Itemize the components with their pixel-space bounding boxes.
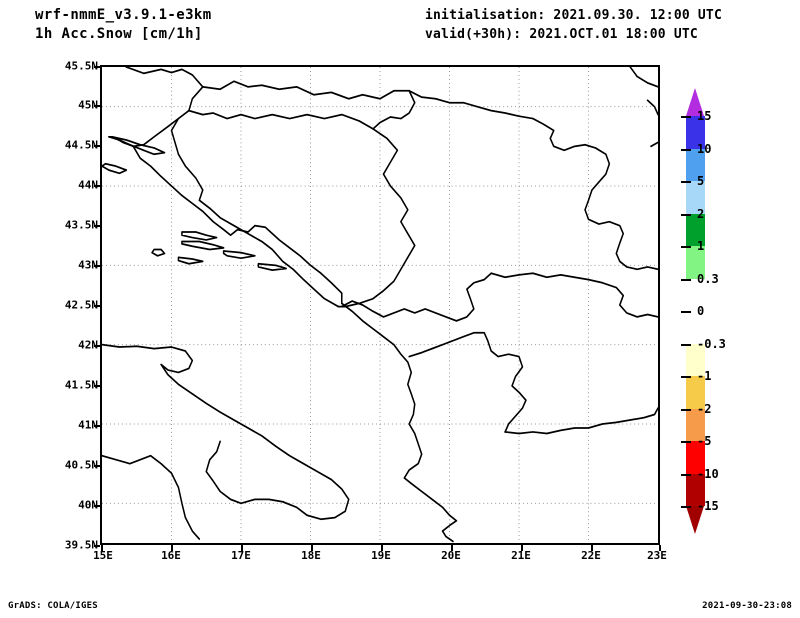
x-tick-label: 20E: [441, 549, 461, 562]
y-tick-label: 45.5N: [64, 59, 98, 73]
colorbar-tick-label: -1: [697, 369, 712, 383]
colorbar[interactable]: [686, 116, 705, 506]
colorbar-tick-label: -2: [697, 401, 712, 416]
colorbar-tick-label: 0: [697, 304, 705, 318]
colorbar-tick: [681, 213, 691, 216]
colorbar-band: [686, 116, 705, 149]
x-tick-label: 15E: [93, 549, 113, 562]
colorbar-tick-label: 2: [697, 206, 705, 221]
grads-credit: GrADS: COLA/IGES: [8, 601, 98, 611]
colorbar-band: [686, 213, 705, 246]
header-left-block: wrf-nmmE_v3.9.1-e3km 1h Acc.Snow [cm/1h]: [35, 6, 212, 44]
x-tick-label: 22E: [581, 549, 601, 562]
y-tick-label: 41N: [78, 418, 98, 432]
colorbar-band: [686, 343, 705, 376]
y-tick-label: 40N: [78, 498, 98, 512]
colorbar-tick: [681, 441, 691, 443]
colorbar-tick: [681, 311, 691, 313]
geography-paths: [102, 67, 658, 543]
colorbar-tick-label: -10: [697, 466, 719, 481]
map-coastlines-and-borders: [102, 67, 658, 543]
colorbar-tick-label: -5: [697, 434, 712, 448]
y-tick-label: 44N: [78, 178, 98, 192]
colorbar-tick: [681, 278, 691, 281]
colorbar-tick: [681, 181, 691, 183]
colorbar-tick: [681, 408, 691, 411]
colorbar-tick: [681, 473, 691, 476]
colorbar-tick-label: -0.3: [697, 336, 726, 351]
valid-time: valid(+30h): 2021.OCT.01 18:00 UTC: [425, 27, 698, 42]
colorbar-band: [686, 376, 705, 409]
colorbar-band: [686, 311, 705, 344]
x-tick-label: 21E: [511, 549, 531, 562]
colorbar-tick: [681, 343, 691, 346]
x-tick-label: 17E: [231, 549, 251, 562]
colorbar-band: [686, 408, 705, 441]
colorbar-tick-label: 5: [697, 174, 705, 188]
colorbar-tick: [681, 376, 691, 378]
y-tick-label: 44.5N: [64, 138, 98, 152]
field-label: 1h Acc.Snow [cm/1h]: [35, 26, 203, 42]
y-tick-label: 40.5N: [64, 458, 98, 472]
header-right-block: initialisation: 2021.09.30. 12:00 UTC va…: [425, 6, 722, 44]
y-tick-label: 45N: [78, 98, 98, 112]
colorbar-band: [686, 278, 705, 311]
colorbar-tick-label: -15: [697, 499, 719, 513]
colorbar-arrow-low: [686, 506, 704, 534]
map-plot-area[interactable]: [100, 65, 660, 545]
render-timestamp: 2021-09-30-23:08: [702, 601, 792, 611]
colorbar-tick-label: 0.3: [697, 271, 719, 286]
x-tick-label: 23E: [647, 549, 667, 562]
colorbar-tick: [681, 116, 691, 118]
x-tick-label: 19E: [371, 549, 391, 562]
colorbar-band: [686, 181, 705, 214]
x-tick-label: 18E: [301, 549, 321, 562]
colorbar-tick: [681, 148, 691, 151]
colorbar-tick-label: 10: [697, 141, 712, 156]
y-tick-label: 41.5N: [64, 378, 98, 392]
model-name: wrf-nmmE_v3.9.1-e3km: [35, 7, 212, 23]
colorbar-tick: [681, 246, 691, 248]
colorbar-tick-label: 1: [697, 239, 705, 253]
colorbar-band: [686, 148, 705, 181]
initialisation-time: initialisation: 2021.09.30. 12:00 UTC: [425, 8, 722, 23]
y-tick-label: 42N: [78, 338, 98, 352]
colorbar-tick: [681, 506, 691, 508]
y-tick-label: 43.5N: [64, 218, 98, 232]
colorbar-tick-label: 15: [697, 109, 712, 123]
y-tick-label: 39.5N: [64, 538, 98, 552]
y-tick-label: 42.5N: [64, 298, 98, 312]
colorbar-arrow-high: [686, 88, 704, 116]
colorbar-band: [686, 473, 705, 506]
y-tick-label: 43N: [78, 258, 98, 272]
colorbar-band: [686, 246, 705, 279]
colorbar-band: [686, 441, 705, 474]
x-tick-label: 16E: [161, 549, 181, 562]
